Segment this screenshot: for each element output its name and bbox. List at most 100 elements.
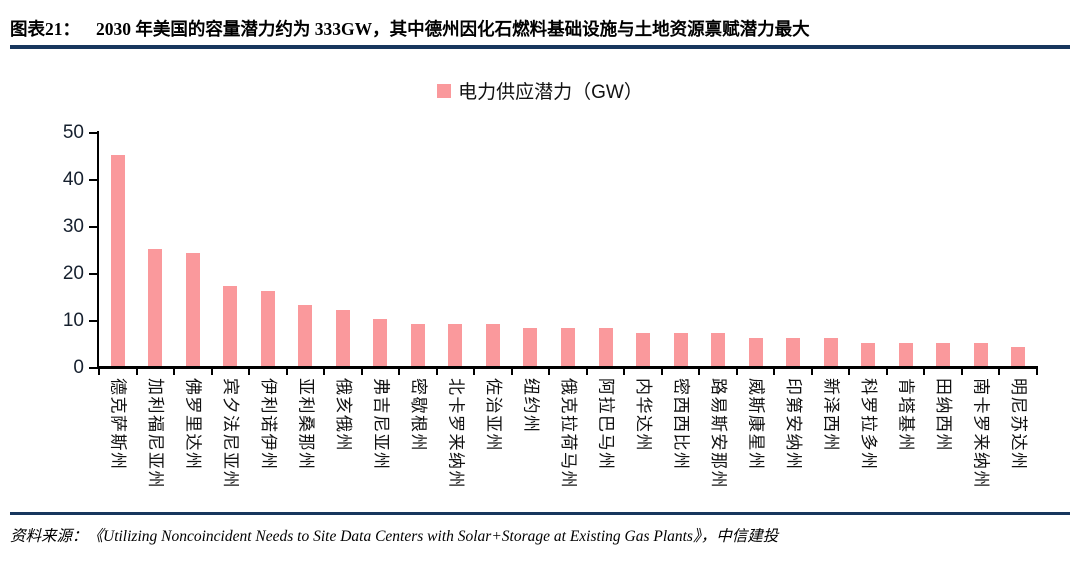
x-axis-category-label: 伊利诺伊州 <box>258 378 278 471</box>
x-axis-tick <box>360 369 363 375</box>
x-axis-tick <box>398 369 401 375</box>
x-axis-tick <box>773 369 776 375</box>
bar <box>561 328 575 366</box>
x-axis-line <box>97 366 1038 369</box>
header-divider <box>10 45 1070 49</box>
x-axis-category-label: 佐治亚州 <box>483 378 503 452</box>
bar <box>485 323 500 366</box>
x-axis-category-label: 新泽西州 <box>821 378 841 452</box>
legend-label: 电力供应潜力（GW） <box>458 82 643 103</box>
bar <box>861 342 876 366</box>
chart-legend: 电力供应潜力（GW） <box>0 77 1080 104</box>
bar <box>973 342 988 366</box>
bar <box>223 286 238 366</box>
bar <box>335 309 350 366</box>
figure-label: 图表21： <box>10 19 80 39</box>
x-axis-tick <box>585 369 588 375</box>
bar <box>523 328 538 366</box>
x-axis-tick <box>1036 369 1038 375</box>
x-axis-category-label: 阿拉巴马州 <box>596 378 616 471</box>
x-axis-category-label: 密歇根州 <box>408 378 428 452</box>
footer-divider <box>10 512 1070 515</box>
y-axis-tick <box>89 225 97 228</box>
x-axis-category-label: 亚利桑那州 <box>296 378 316 471</box>
x-axis-category-label: 印第安纳州 <box>784 378 804 471</box>
bar <box>110 154 125 366</box>
bar <box>148 248 163 366</box>
bar <box>748 337 763 366</box>
x-axis-category-label: 北卡罗来纳州 <box>446 378 466 489</box>
x-axis-category-label: 俄克拉荷马州 <box>558 378 578 489</box>
x-axis-category-label: 科罗拉多州 <box>859 378 879 471</box>
source-note: 资料来源：《Utilizing Noncoincident Needs to S… <box>10 528 779 545</box>
bar <box>786 337 801 366</box>
x-axis-category-label: 肯塔基州 <box>896 378 916 452</box>
x-axis-tick <box>810 369 813 375</box>
x-axis-tick <box>923 369 926 375</box>
x-axis-category-label: 内华达州 <box>633 378 653 452</box>
y-axis-line <box>97 131 99 369</box>
x-axis-category-label: 佛罗里达州 <box>183 378 203 471</box>
y-axis-tick-label: 0 <box>73 356 84 378</box>
x-axis-tick <box>210 369 213 375</box>
bar <box>636 333 651 366</box>
x-axis-category-label: 宾夕法尼亚州 <box>221 378 241 489</box>
figure-title: 2030 年美国的容量潜力约为 333GW，其中德州因化石燃料基础设施与土地资源… <box>96 19 810 39</box>
x-axis-tick <box>135 369 138 375</box>
bar <box>598 328 613 366</box>
x-axis-tick <box>473 369 476 375</box>
y-axis-tick-label: 10 <box>62 309 84 331</box>
bar <box>260 290 275 366</box>
bar <box>448 323 463 366</box>
x-axis-category-label: 明尼苏达州 <box>1009 378 1029 471</box>
y-axis-tick-label: 40 <box>62 168 84 190</box>
x-axis-tick <box>623 369 626 375</box>
y-axis-tick <box>89 131 97 134</box>
x-axis-tick <box>998 369 1001 375</box>
x-axis-category-label: 威斯康星州 <box>746 378 766 471</box>
x-axis-tick <box>435 369 438 375</box>
x-axis-tick <box>173 369 176 375</box>
x-axis-tick <box>510 369 513 375</box>
x-axis-category-label: 德克萨斯州 <box>108 378 128 471</box>
y-axis-tick-label: 30 <box>62 215 84 237</box>
bar <box>298 304 313 366</box>
x-axis-tick <box>323 369 326 375</box>
x-axis-category-label: 路易斯安那州 <box>709 378 728 489</box>
x-axis-category-label: 纽约州 <box>521 378 541 434</box>
x-axis-category-label: 南卡罗来纳州 <box>971 378 991 489</box>
y-axis-tick-label: 50 <box>62 121 84 143</box>
x-axis-tick <box>698 369 701 375</box>
bar <box>673 333 688 366</box>
x-axis-category-label: 田纳西州 <box>934 378 954 452</box>
y-axis-tick-label: 20 <box>62 262 84 284</box>
legend-swatch-icon <box>437 83 452 98</box>
bar <box>410 323 425 366</box>
x-axis-tick <box>98 369 100 375</box>
x-axis-tick <box>660 369 663 375</box>
x-axis-category-label: 弗吉尼亚州 <box>371 378 391 471</box>
y-axis-tick <box>89 272 97 275</box>
y-axis-tick <box>89 319 97 322</box>
bar <box>711 333 726 366</box>
x-axis-tick <box>548 369 551 375</box>
x-axis-tick <box>735 369 738 375</box>
x-axis-tick <box>285 369 288 375</box>
bar <box>185 253 200 366</box>
bar <box>936 342 951 366</box>
x-axis-tick <box>848 369 851 375</box>
x-axis-category-label: 俄亥俄州 <box>333 378 353 452</box>
x-axis-tick <box>960 369 963 375</box>
x-axis-category-label: 加利福尼亚州 <box>146 378 166 489</box>
bar <box>898 342 913 366</box>
y-axis-tick <box>89 366 97 369</box>
x-axis-tick <box>885 369 888 375</box>
x-axis-category-label: 密西西比州 <box>671 378 691 471</box>
x-axis-tick <box>248 369 251 375</box>
figure-header: 图表21： 2030 年美国的容量潜力约为 333GW，其中德州因化石燃料基础设施… <box>10 16 810 41</box>
bar <box>373 319 388 366</box>
bar <box>823 337 838 366</box>
y-axis-tick <box>89 178 97 181</box>
